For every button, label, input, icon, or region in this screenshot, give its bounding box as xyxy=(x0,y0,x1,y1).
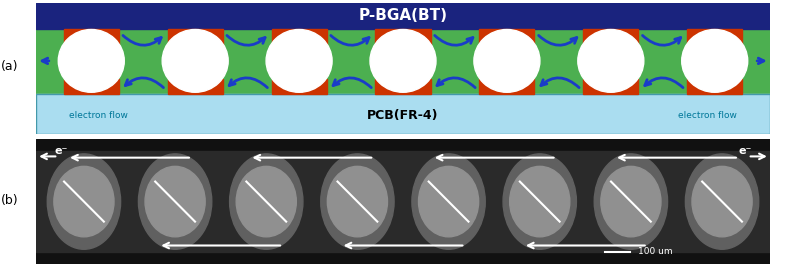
Bar xyxy=(272,78,326,94)
Text: PCB(FR-4): PCB(FR-4) xyxy=(368,109,438,122)
Ellipse shape xyxy=(503,154,576,249)
Ellipse shape xyxy=(600,166,661,237)
Bar xyxy=(376,29,430,45)
Ellipse shape xyxy=(58,29,124,92)
Ellipse shape xyxy=(266,29,332,92)
Ellipse shape xyxy=(682,29,748,92)
Ellipse shape xyxy=(321,154,394,249)
Ellipse shape xyxy=(509,166,570,237)
Ellipse shape xyxy=(474,29,540,92)
Bar xyxy=(480,78,534,94)
Bar xyxy=(584,78,638,94)
Bar xyxy=(64,29,118,45)
Bar xyxy=(36,94,770,134)
Bar xyxy=(168,29,222,45)
Bar xyxy=(36,151,770,252)
Ellipse shape xyxy=(418,166,479,237)
Bar xyxy=(688,29,742,45)
Bar xyxy=(168,78,222,94)
Text: (b): (b) xyxy=(1,194,19,207)
Text: e⁻: e⁻ xyxy=(55,146,68,156)
Bar xyxy=(36,29,770,94)
Ellipse shape xyxy=(685,154,758,249)
Ellipse shape xyxy=(230,154,303,249)
Text: 100 um: 100 um xyxy=(638,247,672,256)
Bar xyxy=(64,78,118,94)
Bar xyxy=(36,94,770,134)
Bar xyxy=(36,3,770,29)
Ellipse shape xyxy=(578,29,644,92)
Bar xyxy=(688,78,742,94)
Bar xyxy=(376,78,430,94)
Text: (a): (a) xyxy=(1,60,19,73)
Text: P-BGA(BT): P-BGA(BT) xyxy=(359,8,447,23)
Ellipse shape xyxy=(48,154,121,249)
Ellipse shape xyxy=(594,154,667,249)
Ellipse shape xyxy=(327,166,388,237)
Text: e⁻: e⁻ xyxy=(738,146,751,156)
Text: electron flow: electron flow xyxy=(69,111,128,120)
Ellipse shape xyxy=(162,29,228,92)
Text: electron flow: electron flow xyxy=(678,111,737,120)
Ellipse shape xyxy=(692,166,752,237)
Ellipse shape xyxy=(370,29,436,92)
Ellipse shape xyxy=(54,166,114,237)
Ellipse shape xyxy=(236,166,297,237)
Bar xyxy=(272,29,326,45)
Ellipse shape xyxy=(412,154,485,249)
Ellipse shape xyxy=(139,154,212,249)
Bar xyxy=(480,29,534,45)
Bar xyxy=(584,29,638,45)
Ellipse shape xyxy=(145,166,206,237)
